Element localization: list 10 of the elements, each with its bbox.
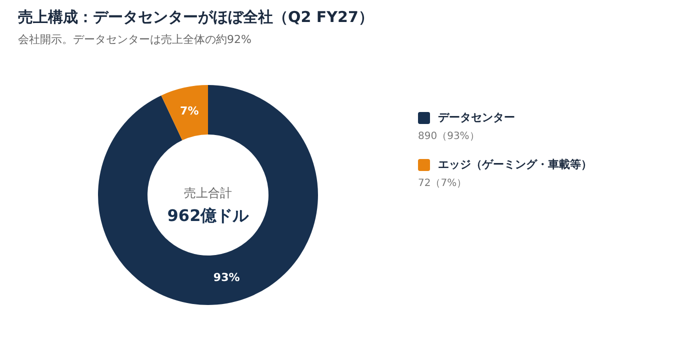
text: 72（7%）	[418, 177, 468, 190]
text: 890（93%）	[418, 130, 480, 143]
data-label: 93%	[213, 271, 240, 284]
data-label: 7%	[180, 104, 199, 118]
legend-label: データセンター	[438, 110, 515, 125]
legend-label: エッジ（ゲーミング・車載等）	[438, 157, 592, 172]
chart-title: 売上構成：データセンターがほぼ全社（Q2 FY27）	[18, 8, 374, 27]
text: 962億ドル	[166, 206, 250, 227]
chart-subtitle: 会社開示。データセンターは売上全体の約92%	[18, 32, 252, 47]
text: 売上合計	[183, 185, 233, 202]
